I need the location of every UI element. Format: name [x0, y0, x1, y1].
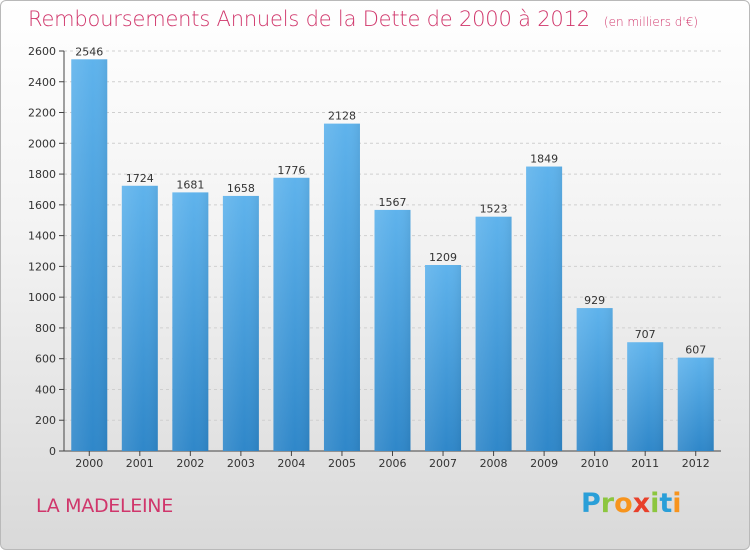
bar-value-label: 1681 [176, 178, 204, 191]
y-tick-label: 800 [35, 322, 56, 335]
x-tick-label: 2001 [126, 457, 154, 470]
proxiti-logo: Proxiti [581, 488, 682, 519]
bar-shade [222, 195, 259, 451]
bar-shade [323, 123, 360, 451]
y-tick-label: 600 [35, 353, 56, 366]
y-tick-label: 1800 [28, 168, 56, 181]
x-tick-label: 2010 [581, 457, 609, 470]
bar-shade [526, 166, 563, 452]
logo-letter: o [614, 488, 633, 519]
bar-value-label: 2546 [75, 45, 103, 58]
x-tick-label: 2002 [176, 457, 204, 470]
y-tick-label: 2400 [28, 76, 56, 89]
x-tick-label: 2004 [277, 457, 305, 470]
logo-letter: P [581, 488, 601, 519]
bar-shade [172, 192, 209, 451]
y-tick-label: 1200 [28, 260, 56, 273]
bar-shade [576, 308, 613, 451]
bar-value-label: 1567 [379, 196, 407, 209]
x-tick-label: 2006 [379, 457, 407, 470]
bar-value-label: 1658 [227, 182, 255, 195]
bar-shade [677, 357, 714, 451]
x-tick-label: 2005 [328, 457, 356, 470]
bar-value-label: 1209 [429, 251, 457, 264]
x-tick-label: 2009 [530, 457, 558, 470]
bar-shade [71, 59, 108, 452]
y-tick-label: 2000 [28, 137, 56, 150]
bar-shade [425, 265, 462, 451]
bar-value-label: 1776 [277, 164, 305, 177]
bar-shade [374, 209, 411, 451]
plot-area: 0 200 400 600 800 1000 1200 1400 1600 1800 2000 220… [28, 45, 721, 470]
y-tick-label: 200 [35, 414, 56, 427]
chart-title: Remboursements Annuels de la Dette de 20… [28, 7, 698, 31]
y-tick-label: 2200 [28, 107, 56, 120]
bar-value-label: 707 [635, 328, 656, 341]
y-tick-label: 1000 [28, 291, 56, 304]
bar-shade [475, 216, 512, 451]
y-tick-label: 2600 [28, 45, 56, 58]
unit-note: (en milliers d'€) [603, 15, 699, 29]
x-tick-label: 2011 [631, 457, 659, 470]
x-tick-label: 2012 [682, 457, 710, 470]
logo-letter: r [600, 488, 615, 519]
bar-shade [273, 177, 310, 451]
x-tick-label: 2008 [480, 457, 508, 470]
place-label: LA MADELEINE [36, 495, 173, 517]
bar-value-label: 607 [685, 344, 706, 357]
y-tick-label: 1400 [28, 230, 56, 243]
y-tick-label: 0 [49, 445, 56, 458]
chart-title-text: Remboursements Annuels de la Dette de 20… [28, 7, 590, 31]
logo-letter: i [650, 488, 660, 519]
y-tick-label: 1600 [28, 199, 56, 212]
bar-value-label: 929 [584, 294, 605, 307]
x-tick-label: 2003 [227, 457, 255, 470]
bar-value-label: 1523 [480, 203, 508, 216]
logo-letter: t [659, 488, 673, 519]
bar-shade [121, 185, 158, 451]
bar-value-label: 2128 [328, 110, 356, 123]
logo-letter: x [632, 488, 651, 519]
bar-shade [627, 342, 664, 451]
y-tick-label: 400 [35, 383, 56, 396]
x-tick-label: 2007 [429, 457, 457, 470]
x-tick-label: 2000 [75, 457, 103, 470]
bar-value-label: 1724 [126, 172, 154, 185]
logo-letter: i [672, 488, 682, 519]
bar-value-label: 1849 [530, 153, 558, 166]
